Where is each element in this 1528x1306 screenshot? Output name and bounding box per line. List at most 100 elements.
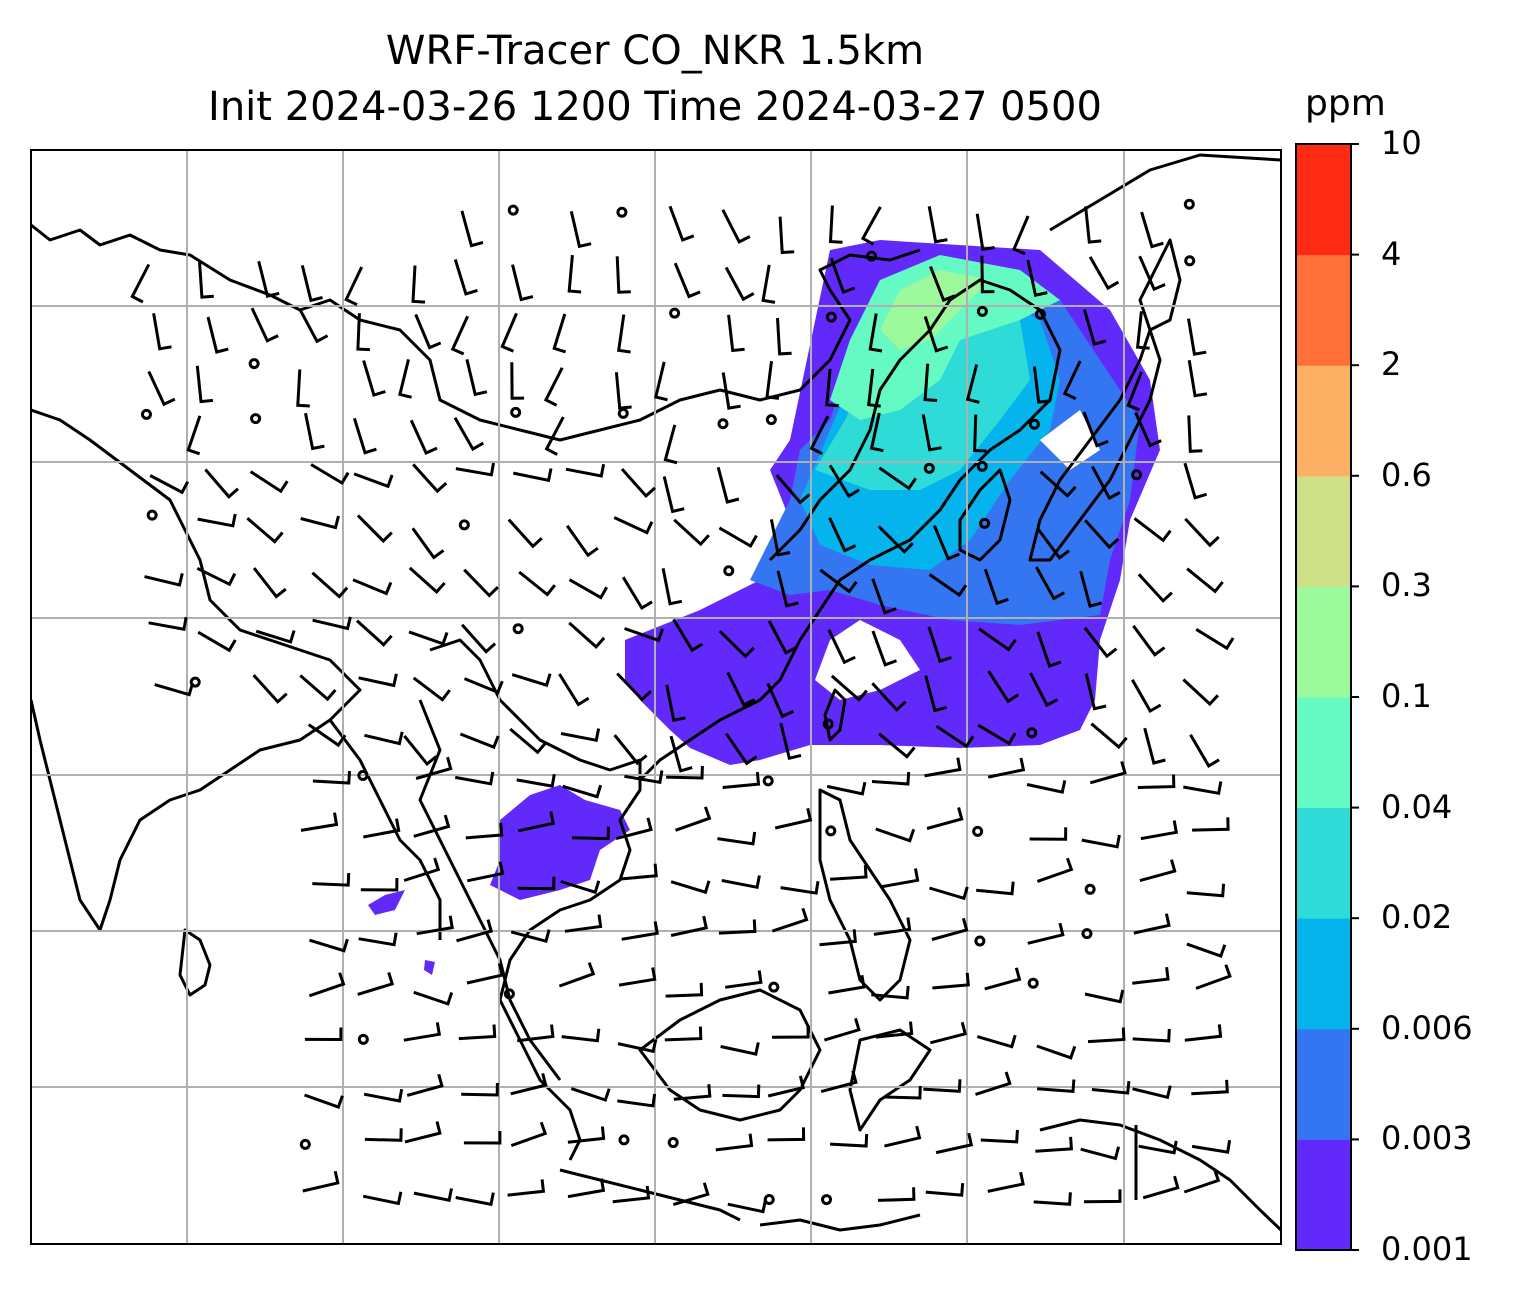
wind-barb	[460, 623, 497, 654]
coastline-sri-lanka	[178, 928, 212, 997]
calm-wind-marker	[765, 414, 777, 426]
wind-barb	[403, 734, 438, 767]
wind-barb	[868, 313, 883, 353]
wind-barb	[779, 722, 802, 761]
wind-barb	[454, 771, 495, 786]
calm-wind-marker	[1184, 255, 1196, 267]
wind-barb	[761, 264, 776, 304]
wind-barb	[510, 929, 551, 944]
wind-barb	[206, 316, 229, 354]
wind-barb	[252, 567, 287, 599]
wind-barb	[560, 880, 601, 895]
wind-barb	[987, 1171, 1025, 1193]
wind-barb	[1132, 1028, 1171, 1043]
wind-barb	[352, 578, 393, 596]
wind-barb	[875, 827, 916, 843]
colorbar-tick-label: 0.003	[1381, 1119, 1473, 1158]
wind-barb	[662, 476, 685, 514]
wind-barb	[303, 1093, 344, 1110]
wind-barb	[722, 771, 761, 789]
wind-barb	[923, 316, 949, 353]
calm-wind-marker	[1026, 727, 1038, 739]
calm-wind-marker	[250, 413, 262, 425]
wind-barb	[455, 462, 495, 477]
wind-barb	[1142, 1175, 1180, 1200]
wind-barb	[718, 919, 757, 935]
colorbar-tick-label: 0.04	[1381, 787, 1453, 826]
colorbar	[1295, 143, 1359, 1251]
wind-barb	[1027, 922, 1065, 945]
map-plot-area	[31, 150, 1281, 1244]
calm-wind-marker	[510, 406, 522, 418]
wind-barb	[1083, 1189, 1122, 1204]
wind-barb	[975, 213, 995, 252]
wind-barb	[614, 372, 632, 410]
wind-barb	[197, 630, 237, 653]
wind-barb	[358, 932, 398, 947]
wind-barb	[926, 807, 964, 830]
wind-barb	[1132, 967, 1170, 985]
wind-barb	[767, 1075, 806, 1098]
wind-barb	[147, 370, 176, 407]
wind-barb	[615, 817, 653, 841]
calm-wind-marker	[923, 462, 935, 474]
coastline-indochina	[429, 638, 642, 1161]
calm-wind-marker	[976, 305, 988, 317]
wind-barb	[1089, 761, 1127, 785]
map-frame	[30, 149, 1282, 1245]
wind-barb	[828, 205, 843, 244]
wind-barb	[1036, 631, 1062, 668]
wind-barb	[414, 313, 442, 350]
wind-barb	[300, 515, 340, 530]
wind-barb	[463, 677, 504, 695]
coastline-taiwan	[823, 688, 847, 742]
wind-barb	[465, 359, 488, 397]
coastline-new-guinea	[1039, 1118, 1281, 1232]
wind-barb	[558, 673, 590, 707]
wind-barb	[1187, 415, 1203, 453]
wind-barb	[565, 524, 599, 558]
coastline-eurasia-north	[31, 223, 921, 442]
wind-barb	[617, 314, 631, 354]
wind-barb	[1091, 1080, 1131, 1095]
wind-barb	[507, 518, 543, 549]
wind-barb	[1186, 567, 1224, 594]
wind-barb	[1187, 359, 1208, 398]
colorbar-band	[1296, 475, 1351, 587]
wind-barb	[830, 864, 868, 881]
wind-barb	[819, 568, 858, 594]
wind-barb	[716, 466, 740, 504]
plume-gap	[1040, 410, 1100, 470]
wind-barb	[312, 770, 351, 785]
wind-barb	[984, 967, 1022, 991]
colorbar-band	[1296, 144, 1351, 256]
colorbar-tick-label: 0.3	[1381, 566, 1432, 605]
calm-wind-marker	[821, 1194, 833, 1206]
colorbar-band	[1296, 254, 1351, 366]
wind-barb	[1026, 259, 1048, 297]
wind-barb	[516, 773, 556, 788]
wind-barb	[1079, 570, 1102, 608]
wind-barb	[543, 367, 564, 407]
wind-barb	[1132, 1085, 1172, 1100]
wind-barb	[820, 1070, 858, 1094]
wind-barb	[252, 674, 288, 704]
wind-barb	[774, 807, 813, 830]
wind-barb	[724, 266, 755, 302]
coastline-japan-north	[1138, 238, 1182, 332]
wind-barb	[1035, 1136, 1073, 1153]
wind-barb	[673, 518, 710, 547]
wind-barb	[718, 526, 758, 549]
wind-barb	[510, 1073, 548, 1096]
calm-wind-marker	[1034, 308, 1046, 320]
wind-barb	[661, 568, 683, 606]
wind-barb	[403, 1022, 442, 1042]
calm-wind-marker	[618, 1134, 630, 1146]
wind-barb	[869, 412, 884, 453]
wind-barb	[767, 620, 798, 655]
calm-wind-marker	[357, 769, 369, 781]
wind-barb	[772, 1024, 810, 1039]
calm-wind-marker	[616, 206, 628, 218]
wind-barb	[877, 1187, 916, 1202]
wind-barb	[204, 468, 239, 499]
